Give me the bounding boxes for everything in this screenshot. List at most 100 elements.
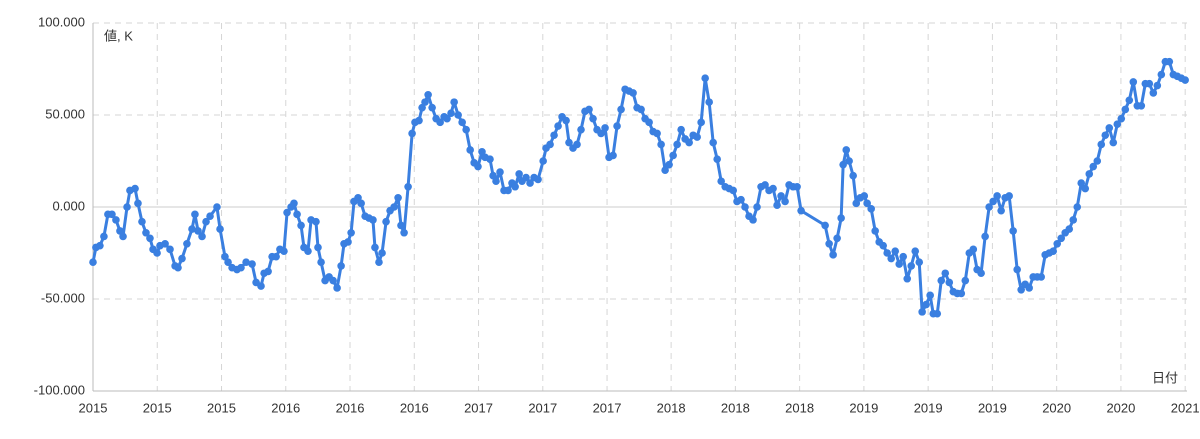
x-tick-label: 2018 <box>657 400 686 415</box>
x-tick-label: 2015 <box>79 400 108 415</box>
point <box>749 216 757 224</box>
x-tick-label: 2016 <box>271 400 300 415</box>
point <box>283 208 291 217</box>
point <box>849 171 857 180</box>
point <box>825 240 833 248</box>
point <box>1037 273 1045 281</box>
point <box>1005 192 1013 200</box>
point <box>1101 131 1110 140</box>
point <box>645 118 653 127</box>
point <box>333 284 341 292</box>
point <box>829 251 837 259</box>
point <box>1053 240 1062 248</box>
point <box>404 182 412 191</box>
x-axis-label: 日付 <box>1152 370 1178 385</box>
point <box>793 182 801 191</box>
point <box>860 192 869 200</box>
point <box>685 138 693 147</box>
point <box>1057 234 1066 243</box>
point <box>89 258 97 267</box>
point <box>474 162 482 171</box>
point <box>248 260 256 268</box>
point <box>1117 114 1126 123</box>
point <box>1081 184 1090 193</box>
point <box>1085 170 1094 178</box>
x-tick-label: 2021 <box>1171 400 1200 415</box>
point <box>108 210 116 219</box>
point <box>466 146 474 154</box>
point <box>1157 70 1166 79</box>
point <box>601 124 609 132</box>
point <box>526 179 534 187</box>
point <box>997 206 1005 215</box>
point <box>863 199 871 208</box>
point <box>408 129 416 138</box>
point <box>713 155 721 163</box>
point <box>717 177 725 186</box>
point <box>842 146 851 154</box>
point <box>290 199 298 208</box>
point <box>1145 79 1154 88</box>
point <box>665 160 673 169</box>
x-tick-label: 2019 <box>914 400 943 415</box>
point <box>903 274 912 283</box>
point <box>166 245 174 254</box>
point <box>1009 227 1017 235</box>
point <box>839 160 847 169</box>
point <box>781 197 789 206</box>
y-tick-label: 50.000 <box>45 106 85 121</box>
point <box>961 276 970 285</box>
line <box>91 60 1186 316</box>
y-tick-label: 0.000 <box>52 198 85 213</box>
point <box>478 148 486 156</box>
point <box>188 225 196 233</box>
point <box>178 254 186 263</box>
point <box>871 227 879 235</box>
x-tick-label: 2019 <box>849 400 878 415</box>
point <box>138 217 146 226</box>
point <box>957 289 966 298</box>
x-tick-label: 2015 <box>143 400 172 415</box>
point <box>1013 265 1021 274</box>
point <box>1089 162 1098 171</box>
point <box>937 276 946 285</box>
point <box>221 252 229 261</box>
point <box>400 228 408 237</box>
point <box>1097 140 1106 149</box>
point <box>993 192 1001 200</box>
point <box>272 252 280 261</box>
x-tick-label: 2016 <box>336 400 365 415</box>
point <box>486 155 494 163</box>
point <box>224 258 232 267</box>
point <box>428 103 436 112</box>
point <box>693 133 701 141</box>
x-tick-label: 2015 <box>207 400 236 415</box>
point <box>293 210 301 219</box>
point <box>371 243 379 252</box>
point <box>119 232 127 241</box>
point <box>304 247 312 255</box>
point <box>458 118 466 127</box>
point <box>450 98 458 106</box>
point <box>989 197 997 206</box>
point <box>100 232 108 241</box>
point <box>297 221 305 230</box>
y-tick-label: -100.000 <box>34 382 85 397</box>
point <box>462 125 470 134</box>
point <box>369 216 377 224</box>
point <box>357 199 365 208</box>
point <box>797 206 805 215</box>
point <box>344 238 352 246</box>
point <box>1049 247 1058 255</box>
point <box>534 175 542 184</box>
point <box>577 125 585 134</box>
point <box>424 90 432 99</box>
point <box>354 194 362 202</box>
point <box>915 258 924 267</box>
point <box>142 228 150 237</box>
point <box>1077 179 1086 187</box>
x-tick-label: 2018 <box>785 400 814 415</box>
point <box>337 262 345 270</box>
point <box>769 184 777 193</box>
point <box>969 245 978 254</box>
